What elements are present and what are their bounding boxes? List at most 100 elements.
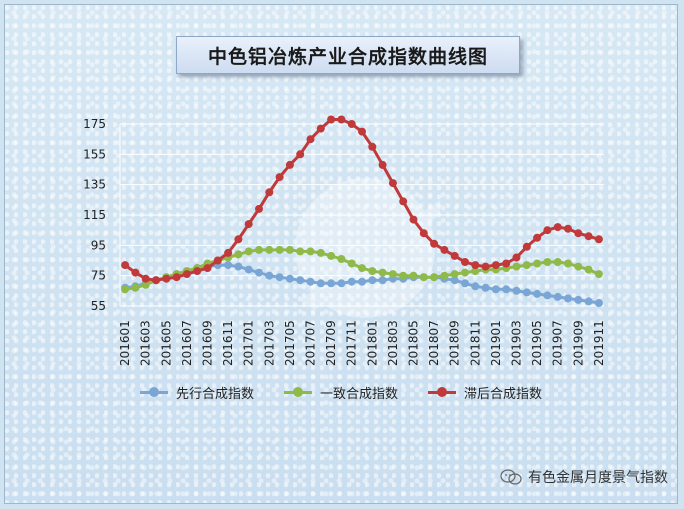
data-point [378,268,387,277]
x-tick-label: 201705 [283,320,297,366]
x-tick-label: 201609 [201,320,215,366]
legend-swatch-leading [140,387,168,397]
data-point [296,247,305,256]
x-tick-label: 201809 [448,320,462,366]
data-point [327,251,336,260]
legend-label-leading: 先行合成指数 [176,386,255,402]
data-point [368,142,377,151]
series-1 [121,245,603,294]
data-point [522,288,531,297]
source-watermark: 有色金属月度景气指数 [500,467,668,487]
data-point [491,261,500,270]
data-point [368,276,377,285]
data-point [471,261,480,270]
data-point [296,150,305,159]
data-point [564,259,572,268]
data-point [481,283,490,292]
x-tick-label: 201611 [221,320,235,366]
data-point [182,270,191,279]
legend-item-leading: 先行合成指数 [140,383,254,402]
data-point [553,258,562,266]
data-point [244,220,253,229]
wechat-icon [500,469,522,485]
x-tick-label: 201909 [571,320,585,366]
series-2 [121,115,603,285]
data-point [512,286,521,295]
data-point [285,274,294,283]
data-point [327,115,336,124]
x-tick-label: 201907 [551,320,565,366]
x-tick-label: 201807 [427,320,441,366]
data-point [533,233,542,242]
x-tick-label: 201903 [509,320,523,366]
source-label: 有色金属月度景气指数 [528,470,668,486]
data-point [399,271,408,280]
data-point [152,276,160,285]
x-tick-label: 201801 [365,320,379,366]
data-point [450,276,459,285]
data-point [265,245,274,254]
data-point [285,245,294,254]
data-point [512,262,521,271]
data-point [265,271,274,280]
x-tick-label: 201803 [386,320,400,366]
data-point [471,282,480,291]
y-tick-label: 115 [83,208,106,222]
data-point [285,160,294,169]
data-point [461,268,469,277]
data-point [337,255,346,263]
data-point [533,259,542,268]
watermark-logo [295,178,440,318]
data-point [574,229,583,238]
data-point [533,289,542,298]
data-point [440,245,449,254]
legend-label-coincident: 一致合成指数 [320,386,399,402]
data-point [419,273,428,282]
data-point [347,277,356,286]
data-point [491,285,500,294]
data-point [502,259,511,268]
data-point [337,115,346,124]
data-point [306,277,315,286]
data-point [461,279,469,288]
data-point [481,262,490,271]
data-point [378,276,387,285]
data-point [327,279,336,288]
data-point [316,248,325,257]
data-point [213,256,222,265]
data-point [296,276,305,285]
data-point [347,120,356,128]
chart-title: 中色铝冶炼产业合成指数曲线图 [176,36,520,74]
x-tick-label: 201711 [345,320,359,366]
x-tick-label: 201605 [159,320,173,366]
data-point [255,204,263,213]
data-point [234,235,243,244]
legend-item-lagging: 滞后合成指数 [428,383,542,402]
data-point [594,299,603,307]
data-point [584,265,593,274]
data-point [224,261,233,270]
data-point [543,291,552,300]
data-point [430,239,439,248]
x-tick-label: 201901 [489,320,503,366]
data-point [203,264,212,273]
x-tick-label: 201703 [262,320,276,366]
data-point [193,267,202,276]
data-point [275,173,284,182]
chart-frame [4,4,678,504]
x-tick-label: 201911 [592,320,606,366]
data-point [162,274,171,283]
data-point [553,223,562,232]
data-point [347,259,356,268]
data-point [399,197,408,206]
data-point [543,226,552,235]
data-point [234,250,243,259]
data-point [594,270,603,279]
data-point [522,242,531,251]
data-point [574,262,583,271]
data-point [306,247,315,256]
data-point [409,215,418,224]
data-point [121,261,130,270]
x-tick-label: 201905 [530,320,544,366]
data-point [502,285,511,294]
